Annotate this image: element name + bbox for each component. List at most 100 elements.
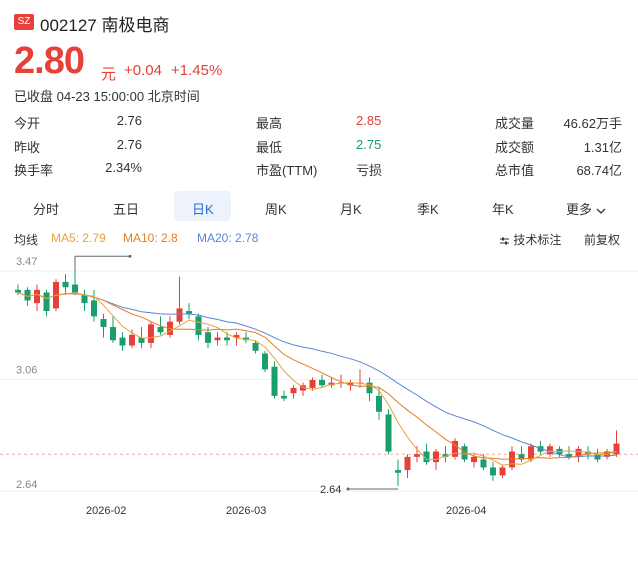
candle-body <box>91 300 97 317</box>
candle-body <box>518 454 525 460</box>
candle-body <box>252 342 259 351</box>
candle-body <box>186 311 192 314</box>
candle-body <box>319 379 325 386</box>
candle-body <box>452 440 458 457</box>
tab-daily-k[interactable]: 日K <box>192 202 214 217</box>
candle-body <box>233 334 240 338</box>
high-value: 2.85 <box>356 113 382 128</box>
open-value: 2.76 <box>116 113 142 128</box>
candle-body <box>15 289 21 293</box>
candle-body <box>176 308 183 322</box>
chevron-down-icon <box>596 208 606 214</box>
candle-body <box>414 454 420 457</box>
exchange-badge: SZ <box>14 14 34 30</box>
min-price-label: 2.64 <box>320 484 341 496</box>
candle-body <box>575 448 582 457</box>
prev-close-value: 2.76 <box>116 137 142 152</box>
ma10-value: MA10: 2.8 <box>123 231 178 245</box>
candle-body <box>566 454 572 457</box>
candle-body <box>376 395 382 412</box>
candle-body <box>110 326 116 341</box>
ma20-value: MA20: 2.78 <box>197 231 259 245</box>
min-marker-dot <box>346 487 350 491</box>
market-cap-value: 68.74亿 <box>576 163 622 178</box>
candle-body <box>490 467 496 476</box>
candle-body <box>480 459 487 468</box>
candle-body <box>100 319 107 327</box>
volume-label: 成交量 <box>495 116 535 131</box>
pe-label: 市盈(TTM) <box>256 163 318 178</box>
turnover-value: 2.34% <box>105 160 142 175</box>
candle-body <box>195 316 202 335</box>
sliders-icon <box>500 237 509 245</box>
candle-body <box>547 446 553 455</box>
tab-more-label: 更多 <box>566 202 593 217</box>
candle-body <box>271 366 278 396</box>
x-tick-feb: 2026-02 <box>86 505 127 517</box>
current-price: 2.80 <box>14 40 85 82</box>
candle-body <box>81 295 88 304</box>
candle-body <box>205 332 211 343</box>
pe-value: 亏损 <box>356 163 383 178</box>
stock-code-name: 002127 南极电商 <box>40 16 170 35</box>
active-tab-highlight <box>174 191 231 221</box>
market-status: 已收盘 04-23 15:00:00 北京时间 <box>14 89 200 104</box>
candle-body <box>62 281 69 288</box>
high-label: 最高 <box>256 116 283 131</box>
ma-label: 均线 <box>14 233 39 247</box>
candle-body <box>138 337 145 343</box>
volume-value: 46.62万手 <box>563 116 622 131</box>
amount-value: 1.31亿 <box>583 140 622 155</box>
candle-body <box>214 337 221 341</box>
tab-weekly-k[interactable]: 周K <box>265 202 287 217</box>
tab-monthly-k[interactable]: 月K <box>340 202 362 217</box>
tab-more[interactable]: 更多 <box>566 199 606 218</box>
candle-body <box>129 334 135 346</box>
tab-quarterly-k[interactable]: 季K <box>417 202 439 217</box>
tab-five-day[interactable]: 五日 <box>113 202 140 217</box>
open-label: 今开 <box>14 116 41 131</box>
amount-label: 成交额 <box>495 140 535 155</box>
candle-body <box>309 379 316 388</box>
tech-annotation-button[interactable]: 技术标注 <box>499 231 561 248</box>
candle-body <box>300 385 306 391</box>
ma5-line <box>17 291 617 466</box>
candle-body <box>281 395 287 399</box>
candle-body <box>423 451 430 463</box>
candle-body <box>43 292 50 312</box>
x-tick-mar: 2026-03 <box>226 505 267 517</box>
candle-body <box>594 454 601 460</box>
price-change-percent: +1.45% <box>171 62 223 79</box>
ma5-value: MA5: 2.79 <box>51 231 106 245</box>
tab-yearly-k[interactable]: 年K <box>492 202 514 217</box>
candle-body <box>119 337 126 346</box>
candle-body <box>613 443 620 455</box>
candle-body <box>290 387 297 394</box>
low-label: 最低 <box>256 140 283 155</box>
ma20-line <box>17 292 617 458</box>
candle-body <box>585 451 591 455</box>
candlestick-chart[interactable]: 3.47 3.06 2.64 2.64 <box>0 255 638 500</box>
max-marker-dot <box>128 255 132 258</box>
y-tick-label: 3.47 <box>16 256 37 268</box>
y-tick-label: 3.06 <box>16 365 37 377</box>
low-value: 2.75 <box>356 137 382 152</box>
y-tick-label: 2.64 <box>16 479 37 491</box>
candle-body <box>262 353 268 370</box>
turnover-label: 换手率 <box>14 163 54 178</box>
candle-body <box>224 337 230 341</box>
tech-annotation-label: 技术标注 <box>513 233 562 247</box>
prev-close-label: 昨收 <box>14 140 41 155</box>
adjust-button[interactable]: 前复权 <box>584 233 621 247</box>
price-change: +0.04 <box>124 62 162 79</box>
candle-body <box>395 470 401 473</box>
candle-body <box>148 324 154 343</box>
candle-body <box>461 446 468 460</box>
candle-body <box>34 289 40 304</box>
candle-body <box>404 456 411 471</box>
candle-body <box>385 414 392 452</box>
candle-body <box>471 456 477 463</box>
tab-intraday[interactable]: 分时 <box>33 202 60 217</box>
ma10-line <box>17 292 617 460</box>
candle-body <box>347 382 354 386</box>
